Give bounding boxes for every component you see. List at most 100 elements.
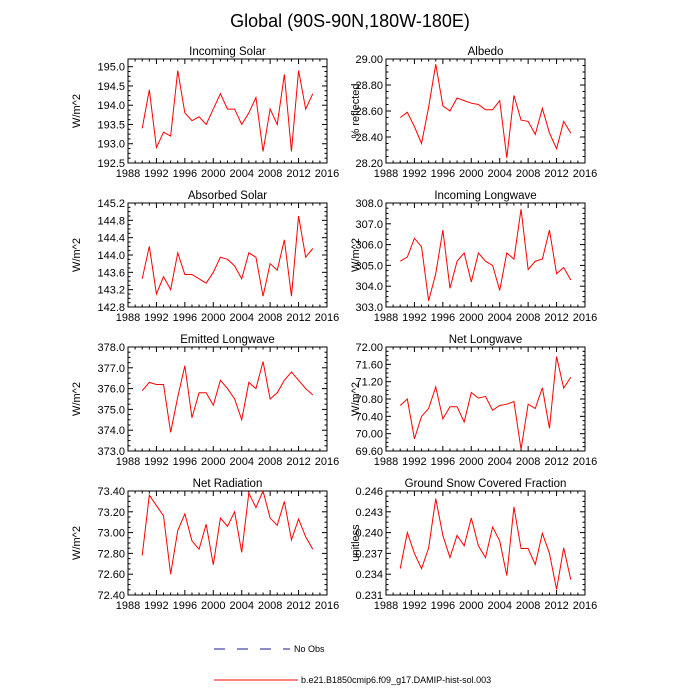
x-tick-label: 1996 bbox=[173, 312, 197, 324]
y-tick-label: 70.00 bbox=[355, 429, 383, 441]
panel-title: Incoming Solar bbox=[189, 46, 266, 58]
y-tick-label: 73.40 bbox=[97, 486, 125, 498]
panel-title: Ground Snow Covered Fraction bbox=[405, 478, 567, 490]
y-tick-label: 0.246 bbox=[355, 486, 383, 498]
y-tick-label: 305.0 bbox=[355, 260, 383, 272]
y-tick-label: 28.80 bbox=[355, 80, 383, 92]
x-tick-label: 1992 bbox=[144, 600, 168, 612]
plot-frame bbox=[385, 202, 586, 308]
x-tick-label: 1992 bbox=[402, 312, 426, 324]
y-tick-label: 374.0 bbox=[97, 425, 125, 437]
panel-title: Albedo bbox=[468, 46, 504, 58]
x-tick-label: 1988 bbox=[374, 456, 398, 468]
y-tick-label: 142.8 bbox=[97, 302, 125, 314]
panel-albedo: Albedo 1988 1992 1996 2000 2004 2008 2012 2016 28… bbox=[350, 46, 597, 180]
x-tick-label: 2016 bbox=[573, 312, 597, 324]
plot-frame bbox=[385, 490, 586, 596]
x-tick-label: 1996 bbox=[173, 168, 197, 180]
plot-frame bbox=[127, 346, 328, 452]
x-tick-label: 1996 bbox=[173, 456, 197, 468]
x-tick-label: 2008 bbox=[516, 312, 540, 324]
y-tick-label: 72.40 bbox=[97, 590, 125, 602]
panel-title: Absorbed Solar bbox=[188, 190, 267, 202]
y-tick-label: 144.4 bbox=[97, 233, 125, 245]
y-tick-label: 0.237 bbox=[355, 548, 383, 560]
y-axis-label: W/m^2 bbox=[71, 382, 83, 416]
y-tick-label: 0.231 bbox=[355, 590, 383, 602]
x-tick-label: 1992 bbox=[402, 456, 426, 468]
x-tick-label: 2004 bbox=[487, 168, 511, 180]
x-tick-label: 2016 bbox=[573, 600, 597, 612]
x-tick-label: 2016 bbox=[315, 168, 339, 180]
panel-absorbed-solar: Absorbed Solar 1988 1992 1996 2000 2004 2008 20… bbox=[71, 190, 339, 324]
y-tick-label: 69.60 bbox=[355, 446, 383, 458]
x-tick-label: 2000 bbox=[201, 600, 225, 612]
x-tick-label: 1988 bbox=[116, 600, 140, 612]
x-tick-label: 1996 bbox=[173, 600, 197, 612]
y-tick-label: 73.20 bbox=[97, 507, 125, 519]
x-tick-label: 2012 bbox=[544, 600, 568, 612]
x-tick-label: 1992 bbox=[144, 168, 168, 180]
y-tick-label: 307.0 bbox=[355, 219, 383, 231]
y-tick-label: 28.20 bbox=[355, 158, 383, 170]
panel-ground-snow-covered-fraction: Ground Snow Covered Fraction 1988 1992 1996… bbox=[350, 478, 597, 612]
y-axis-label: W/m^2 bbox=[71, 238, 83, 272]
y-tick-label: 194.0 bbox=[97, 100, 125, 112]
y-tick-label: 70.80 bbox=[355, 394, 383, 406]
series-line-0 bbox=[141, 489, 314, 575]
y-tick-label: 193.5 bbox=[97, 119, 125, 131]
x-tick-label: 2004 bbox=[229, 456, 253, 468]
series-line-0 bbox=[141, 361, 314, 433]
x-tick-label: 2004 bbox=[487, 312, 511, 324]
y-tick-label: 373.0 bbox=[97, 446, 125, 458]
plot-frame bbox=[127, 490, 328, 596]
x-tick-label: 2012 bbox=[286, 312, 310, 324]
x-tick-label: 2012 bbox=[544, 456, 568, 468]
x-tick-label: 1996 bbox=[431, 456, 455, 468]
y-tick-label: 306.0 bbox=[355, 240, 383, 252]
y-axis-label: unitless bbox=[350, 524, 362, 562]
panel-title: Incoming Longwave bbox=[434, 190, 536, 202]
x-tick-label: 2000 bbox=[459, 168, 483, 180]
series-line-0 bbox=[399, 498, 572, 590]
y-tick-label: 145.2 bbox=[97, 198, 125, 210]
y-axis-label: W/m^2 bbox=[71, 94, 83, 128]
panel-title: Net Radiation bbox=[193, 478, 263, 490]
y-tick-label: 70.40 bbox=[355, 411, 383, 423]
x-tick-label: 2008 bbox=[258, 312, 282, 324]
panel-net-radiation: Net Radiation 1988 1992 1996 2000 2004 2008 201… bbox=[71, 478, 339, 612]
x-tick-label: 1996 bbox=[431, 312, 455, 324]
plot-frame bbox=[385, 58, 586, 164]
y-tick-label: 377.0 bbox=[97, 363, 125, 375]
x-tick-label: 2004 bbox=[229, 312, 253, 324]
x-tick-label: 2016 bbox=[315, 456, 339, 468]
y-tick-label: 303.0 bbox=[355, 302, 383, 314]
y-tick-label: 73.00 bbox=[97, 528, 125, 540]
x-tick-label: 1996 bbox=[431, 600, 455, 612]
x-tick-label: 2000 bbox=[459, 312, 483, 324]
series-line-0 bbox=[399, 209, 572, 301]
x-tick-label: 2012 bbox=[286, 456, 310, 468]
x-tick-label: 2008 bbox=[516, 456, 540, 468]
x-tick-label: 2016 bbox=[573, 168, 597, 180]
y-tick-label: 0.240 bbox=[355, 528, 383, 540]
x-tick-label: 2016 bbox=[573, 456, 597, 468]
x-tick-label: 2016 bbox=[315, 600, 339, 612]
x-tick-label: 2004 bbox=[487, 456, 511, 468]
y-tick-label: 143.2 bbox=[97, 285, 125, 297]
y-tick-label: 71.20 bbox=[355, 377, 383, 389]
panel-title: Emitted Longwave bbox=[180, 334, 275, 346]
x-tick-label: 1988 bbox=[374, 600, 398, 612]
x-tick-label: 2000 bbox=[201, 456, 225, 468]
x-tick-label: 1996 bbox=[431, 168, 455, 180]
y-axis-label: W/m^2 bbox=[350, 382, 362, 416]
y-axis-label: W/m^2 bbox=[71, 526, 83, 560]
panel-net-longwave: Net Longwave 1988 1992 1996 2000 2004 2008 2012… bbox=[350, 334, 597, 468]
legend: No Obs b.e21.B1850cmip6.f09_g17.DAMIP-hi… bbox=[214, 644, 491, 685]
panel-incoming-longwave: Incoming Longwave 1988 1992 1996 2000 2004 200… bbox=[350, 190, 597, 324]
series-line-0 bbox=[399, 356, 572, 450]
y-axis-label: W/m^2 bbox=[350, 238, 362, 272]
y-tick-label: 144.8 bbox=[97, 215, 125, 227]
y-tick-label: 72.80 bbox=[97, 548, 125, 560]
x-tick-label: 2000 bbox=[459, 456, 483, 468]
